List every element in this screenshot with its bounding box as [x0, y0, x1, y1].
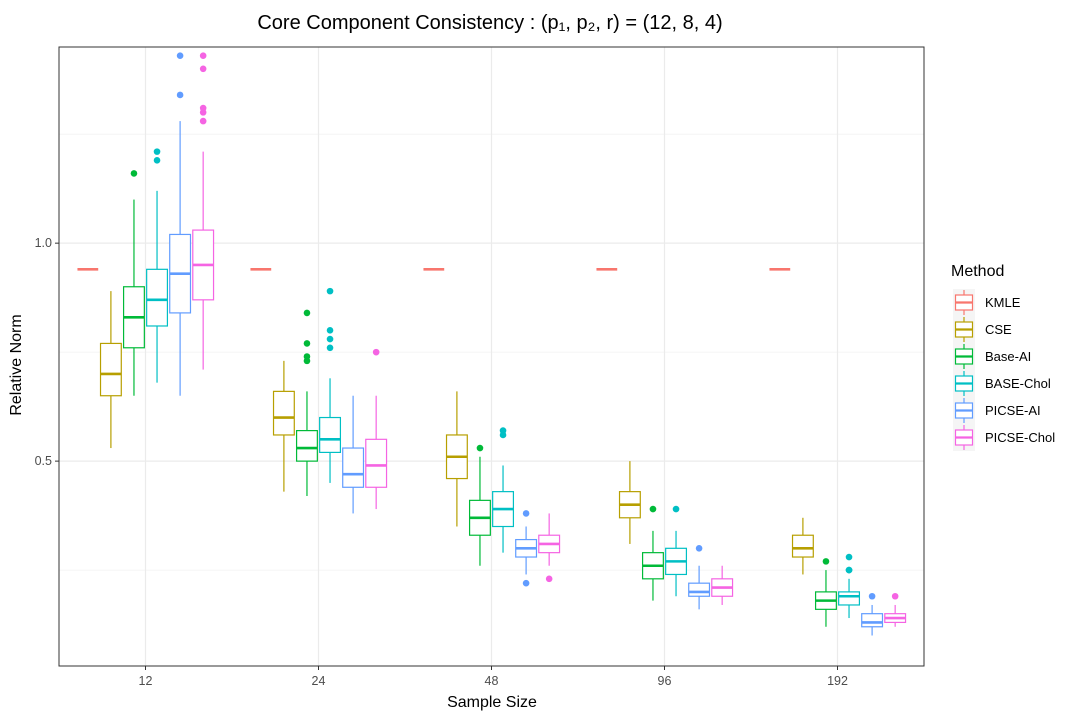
series-base-ai	[122, 170, 837, 627]
box-iqr	[99, 342, 122, 397]
y-axis-title: Relative Norm	[8, 314, 25, 415]
outlier-point	[303, 309, 311, 317]
outlier-point	[672, 505, 680, 513]
series-picse-ai	[169, 52, 884, 636]
outlier-point	[153, 148, 161, 155]
box-iqr	[791, 534, 814, 558]
outlier-point	[176, 52, 184, 60]
box-picse-ai-24	[342, 395, 365, 514]
box-base-chol-96	[665, 505, 688, 597]
outlier-point	[326, 344, 334, 352]
outlier-point	[476, 444, 484, 452]
box-cse-12	[99, 291, 122, 449]
box-base-ai-48	[468, 444, 491, 566]
box-base-ai-12	[122, 170, 145, 396]
legend-label: CSE	[985, 322, 1012, 337]
plot-area: 0.5 1.0 12 24 48 96 192	[35, 46, 925, 688]
legend-key-picse-chol: PICSE-Chol	[953, 424, 1055, 451]
box-picse-chol-48	[538, 513, 561, 583]
y-tick-label: 1.0	[35, 236, 52, 250]
x-tick-label: 12	[139, 674, 153, 688]
outlier-point	[649, 505, 657, 513]
box-cse-96	[618, 461, 641, 544]
box-picse-ai-96	[688, 545, 711, 610]
box-iqr	[838, 591, 861, 606]
outlier-point	[130, 170, 138, 177]
box-base-chol-24	[319, 287, 342, 483]
outlier-point	[199, 104, 207, 112]
box-iqr	[295, 430, 318, 462]
box-base-ai-96	[641, 505, 664, 601]
outlier-point	[845, 553, 853, 561]
outlier-point	[868, 592, 876, 600]
box-iqr	[365, 438, 388, 488]
box-base-ai-24	[295, 309, 318, 496]
outlier-point	[522, 510, 530, 517]
box-cse-24	[272, 360, 295, 492]
outlier-point	[199, 52, 207, 60]
outlier-point	[822, 558, 830, 565]
legend-title: Method	[951, 263, 1004, 280]
box-picse-chol-96	[711, 565, 734, 605]
legend-key-kmle: KMLE	[953, 289, 1021, 316]
box-base-chol-48	[492, 427, 515, 553]
x-tick-label: 96	[658, 674, 672, 688]
legend-key-base-chol: BASE-Chol	[953, 370, 1051, 397]
legend-label: Base-AI	[985, 349, 1031, 364]
box-iqr	[342, 447, 365, 488]
legend-key-cse: CSE	[953, 316, 1012, 343]
chart-title: Core Component Consistency : (p₁, p₂, r)…	[257, 12, 722, 34]
outlier-point	[545, 575, 553, 583]
x-axis-title: Sample Size	[447, 694, 537, 711]
x-tick-label: 192	[827, 674, 848, 688]
box-cse-192	[791, 517, 814, 575]
legend-key-picse-ai: PICSE-AI	[953, 397, 1041, 424]
legend-key-base-ai: Base-AI	[953, 343, 1031, 370]
box-iqr	[688, 582, 711, 597]
outlier-point	[199, 65, 207, 73]
box-base-chol-12	[146, 148, 169, 383]
series-base-chol	[146, 148, 861, 619]
box-picse-ai-48	[515, 510, 538, 587]
outlier-point	[891, 592, 899, 600]
legend-label: PICSE-Chol	[985, 430, 1055, 445]
outlier-point	[153, 157, 161, 164]
outlier-point	[303, 353, 311, 360]
box-cse-48	[445, 391, 468, 527]
box-picse-ai-192	[861, 592, 884, 636]
x-tick-label: 48	[485, 674, 499, 688]
outlier-point	[522, 579, 530, 587]
box-picse-chol-24	[365, 348, 388, 510]
box-iqr	[146, 268, 169, 327]
outlier-point	[499, 427, 507, 434]
legend-label: KMLE	[985, 295, 1021, 310]
x-tick-label: 24	[312, 674, 326, 688]
box-iqr	[319, 416, 342, 454]
box-iqr	[272, 390, 295, 436]
outlier-point	[176, 91, 184, 99]
outlier-point	[199, 117, 207, 125]
legend-label: BASE-Chol	[985, 376, 1051, 391]
outlier-point	[326, 327, 334, 334]
box-picse-chol-12	[192, 52, 215, 370]
legend-label: PICSE-AI	[985, 403, 1041, 418]
outlier-point	[326, 335, 334, 343]
outlier-point	[326, 287, 334, 295]
outlier-point	[372, 348, 380, 356]
y-tick-label: 0.5	[35, 454, 52, 468]
outlier-point	[303, 340, 311, 347]
box-base-ai-192	[814, 558, 837, 627]
box-picse-chol-192	[884, 592, 907, 627]
outlier-point	[695, 545, 703, 552]
box-base-chol-192	[838, 553, 861, 619]
legend: Method KMLE CSE Base-AI BASE-Chol PICSE-AI PI…	[951, 263, 1055, 451]
box-iqr	[861, 613, 884, 628]
series-picse-chol	[192, 52, 907, 627]
outlier-point	[845, 566, 853, 574]
series-cse	[99, 291, 814, 575]
box-picse-ai-12	[169, 52, 192, 396]
